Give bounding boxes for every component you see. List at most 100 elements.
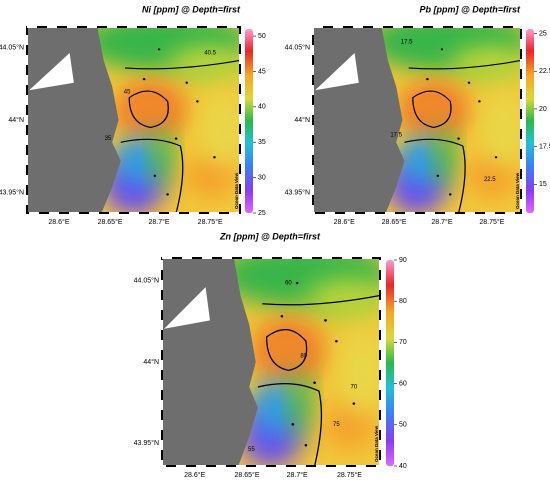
- colorbar-tick-label: 25: [539, 30, 547, 37]
- colorbar-tick-label: 22.5: [539, 68, 550, 75]
- station: [304, 443, 308, 447]
- contour-label: 22.5: [484, 177, 496, 183]
- colorbar-tick-label: 35: [258, 139, 266, 146]
- field-patch: [398, 82, 469, 139]
- lon-label: 28.6°E: [184, 471, 205, 479]
- lat-label: 43.95°N: [0, 188, 24, 196]
- contour-line: [265, 329, 308, 371]
- lat-label: 44.05°N: [0, 43, 24, 51]
- map-panel: Ni [ppm] @ Depth=first 40.5 45 35 Ocean Data…: [0, 4, 266, 225]
- colorbar-tick-label: 50: [258, 33, 266, 40]
- lon-label: 28.75°E: [337, 471, 362, 479]
- field-patch: [152, 127, 174, 187]
- lon-label: 28.75°E: [479, 218, 504, 226]
- station: [166, 193, 169, 196]
- station: [213, 156, 216, 159]
- station: [185, 81, 189, 84]
- station: [494, 156, 498, 159]
- watermark: Ocean Data View: [234, 172, 239, 209]
- lat-label: 44.05°N: [134, 277, 159, 285]
- station: [280, 314, 284, 318]
- colorbar-tick-label: 17.5: [539, 143, 550, 150]
- panel-title: Zn [ppm] @ Depth=first: [219, 231, 321, 241]
- field-patch: [116, 134, 160, 187]
- field-patch: [452, 45, 521, 83]
- contour-label: 80: [300, 353, 307, 359]
- panel-title: Ni [ppm] @ Depth=first: [142, 4, 241, 14]
- contour-label: 17.5: [401, 39, 413, 45]
- watermark: Ocean Data View: [374, 425, 379, 462]
- contour-line: [404, 138, 466, 213]
- station: [449, 193, 452, 196]
- station: [426, 77, 429, 81]
- field-patch: [251, 320, 326, 383]
- station: [157, 48, 161, 51]
- panel-title: Pb [ppm] @ Depth=first: [419, 4, 521, 14]
- lat-label: 43.95°N: [285, 188, 310, 196]
- colorbar-tick-label: 30: [258, 174, 266, 181]
- lat-label: 44°N: [143, 358, 159, 366]
- station: [295, 281, 299, 285]
- lat-label: 44°N: [294, 116, 310, 124]
- lon-label: 28.7°E: [431, 218, 452, 226]
- contour-line: [124, 59, 240, 70]
- contour-line: [120, 138, 184, 213]
- lon-label: 28.65°E: [235, 471, 260, 479]
- contour-label: 45: [124, 90, 131, 96]
- contour-label: 40.5: [204, 51, 216, 57]
- lon-label: 28.65°E: [98, 218, 123, 226]
- contour-label: 70: [350, 385, 357, 391]
- lon-label: 28.75°E: [198, 218, 223, 226]
- station: [352, 402, 356, 405]
- colorbar-tick-label: 80: [399, 298, 407, 305]
- colorbar: [245, 29, 253, 213]
- station: [153, 174, 157, 177]
- field-patch: [483, 92, 521, 167]
- contour-line: [408, 59, 521, 70]
- station: [467, 81, 471, 84]
- field-patch: [114, 82, 187, 139]
- station: [440, 48, 444, 51]
- bay: [315, 53, 359, 91]
- station: [196, 100, 199, 103]
- colorbar-tick-label: 45: [258, 68, 266, 75]
- station: [457, 137, 460, 140]
- station: [174, 137, 178, 140]
- contour-label: 35: [105, 136, 112, 142]
- station: [313, 381, 316, 385]
- field: [162, 258, 380, 466]
- colorbar-tick-label: 40: [258, 104, 266, 111]
- field-inner: [27, 27, 240, 213]
- bay: [29, 53, 74, 91]
- station: [291, 423, 295, 426]
- colorbar-tick-label: 20: [539, 106, 547, 113]
- lat-label: 43.95°N: [134, 439, 159, 447]
- field: [27, 27, 240, 213]
- field-patch: [201, 92, 240, 167]
- colorbar-tick-label: 40: [399, 463, 407, 470]
- colorbar-tick-label: 15: [539, 181, 547, 188]
- station: [324, 319, 327, 322]
- field-patch: [435, 127, 457, 187]
- station: [335, 339, 338, 343]
- bay: [164, 287, 210, 329]
- contour-line: [412, 90, 452, 129]
- lon-label: 28.7°E: [149, 218, 170, 226]
- station: [142, 77, 146, 81]
- field-patch: [290, 370, 313, 437]
- colorbar-tick-label: 70: [399, 339, 407, 346]
- contour-label: 75: [333, 422, 340, 428]
- map-frame-dash: [312, 26, 522, 214]
- lon-label: 28.6°E: [334, 218, 355, 226]
- map-panel: Zn [ppm] @ Depth=first 60 80 70 75 55 Ocean Da…: [134, 231, 407, 478]
- colorbar-tick-label: 50: [399, 422, 407, 429]
- colorbar-tick-label: 60: [399, 380, 407, 387]
- contour-label: 17.5: [390, 132, 402, 138]
- contour-line: [257, 383, 323, 466]
- field-patch: [400, 134, 442, 187]
- field-patch: [169, 45, 240, 83]
- colorbar: [386, 260, 394, 466]
- map-frame-dash: [161, 257, 381, 467]
- watermark: Ocean Data View: [515, 172, 520, 209]
